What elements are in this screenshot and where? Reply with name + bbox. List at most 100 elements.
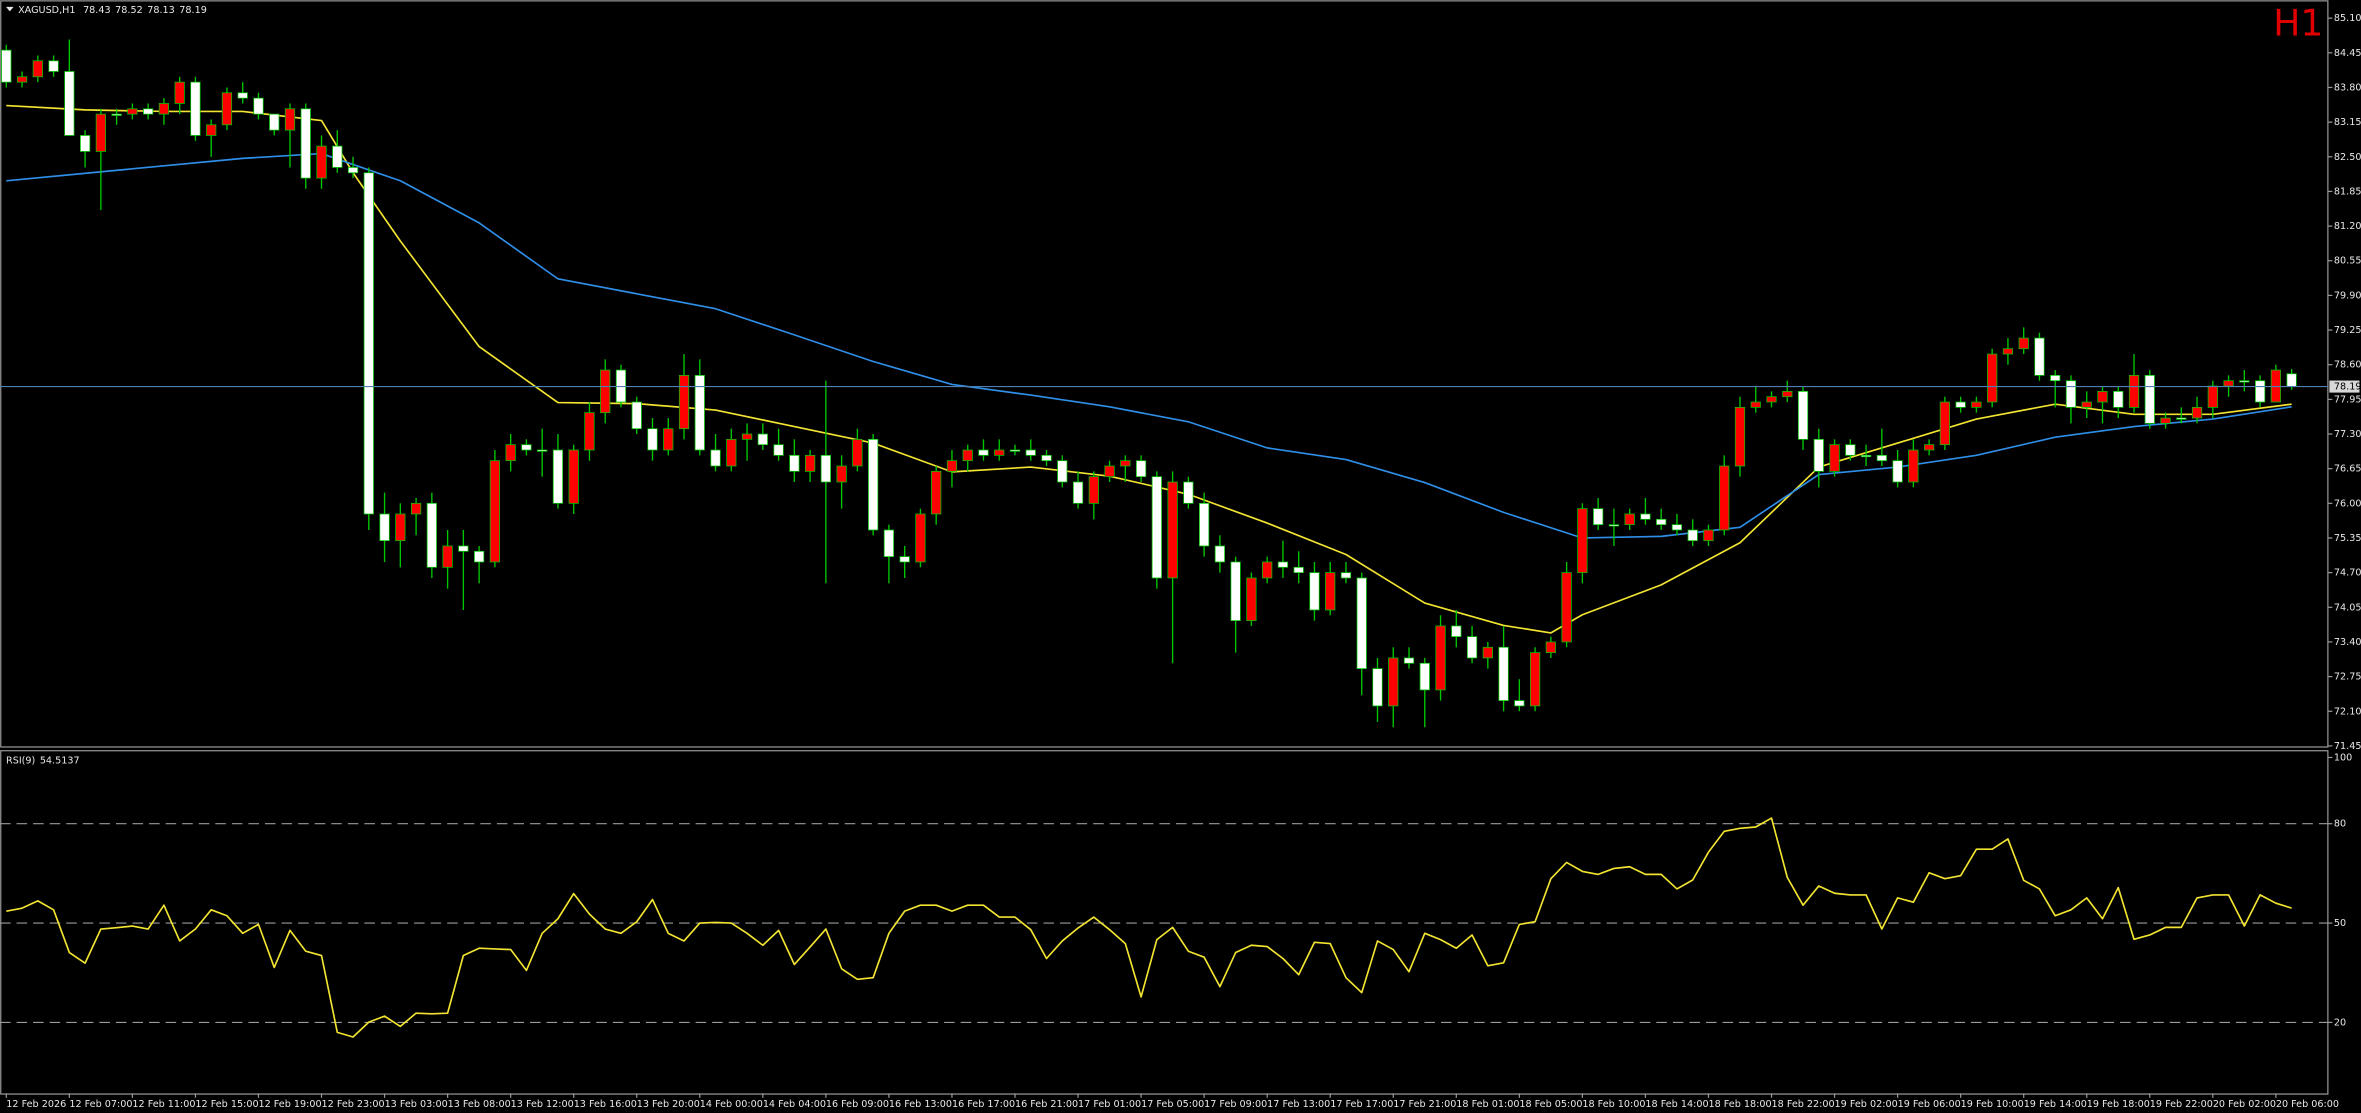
candle-body — [95, 113, 106, 152]
candle-body — [1782, 390, 1793, 398]
candle-body — [2239, 380, 2250, 383]
candle-body — [158, 103, 170, 115]
candle-body — [474, 550, 485, 563]
candle-body — [757, 433, 768, 446]
candle-body — [1340, 572, 1352, 579]
candle-body — [347, 167, 359, 174]
candle-body — [2034, 337, 2045, 376]
candle-body — [395, 513, 406, 542]
x-tick-label: 12 Feb 15:00 — [195, 1099, 258, 1110]
x-tick-label: 19 Feb 10:00 — [1961, 1099, 2024, 1110]
y-tick-label: 72.75 — [2334, 672, 2361, 683]
candle-body — [48, 60, 59, 72]
y-tick-label: 83.80 — [2334, 82, 2361, 93]
candle-body — [1498, 646, 1509, 701]
x-tick-label: 19 Feb 14:00 — [2024, 1099, 2087, 1110]
y-tick-label: 74.70 — [2334, 568, 2361, 579]
y-tick-label: 82.50 — [2334, 152, 2361, 163]
candle-body — [2286, 373, 2297, 387]
candle-body — [1277, 561, 1289, 568]
candle-body — [899, 556, 910, 563]
candle-body — [1860, 454, 1872, 458]
candle-body — [363, 172, 374, 515]
low-readout: 78.13 — [147, 5, 175, 16]
timeframe-label: H1 — [2273, 2, 2323, 45]
candle-body — [1797, 390, 1809, 440]
x-tick-label: 20 Feb 02:00 — [2213, 1099, 2276, 1110]
candle-body — [1120, 460, 1131, 467]
candle-body — [1167, 481, 1178, 579]
candle-body — [1987, 353, 1998, 403]
y-tick-label: 85.10 — [2334, 13, 2361, 24]
candle-body — [1403, 657, 1415, 664]
candle-body — [647, 428, 658, 451]
x-tick-label: 16 Feb 21:00 — [1015, 1099, 1078, 1110]
candle-body — [2002, 348, 2014, 355]
candle-body — [1435, 625, 1446, 691]
candle-body — [568, 449, 579, 504]
candle-body — [1766, 396, 1777, 403]
candle-body — [316, 145, 327, 179]
high-readout: 78.52 — [115, 5, 143, 16]
dropdown-icon[interactable] — [6, 6, 14, 12]
candle-body — [1356, 577, 1367, 669]
candle-body — [1072, 481, 1084, 504]
candle-body — [978, 449, 989, 456]
candle-body — [946, 460, 958, 472]
candle-body — [410, 502, 422, 515]
candle-body — [221, 92, 233, 126]
x-tick-label: 16 Feb 13:00 — [889, 1099, 952, 1110]
candle-body — [1656, 518, 1667, 526]
moving-average — [6, 104, 2292, 634]
candle-body — [1466, 636, 1478, 659]
candle-body — [868, 438, 879, 531]
candle-body — [2018, 337, 2029, 350]
x-tick-label: 13 Feb 08:00 — [448, 1099, 511, 1110]
price-panel-frame — [0, 0, 2329, 748]
x-tick-label: 13 Feb 16:00 — [574, 1099, 637, 1110]
symbol: XAGUSD,H1 — [18, 5, 75, 16]
y-tick-label: 79.90 — [2334, 290, 2361, 301]
y-tick-label: 74.05 — [2334, 602, 2361, 613]
chart-header: XAGUSD,H1 78.43 78.52 78.13 78.19 — [18, 5, 207, 16]
x-tick-label: 12 Feb 2026 — [6, 1099, 66, 1110]
candle-body — [915, 513, 926, 563]
x-tick-label: 12 Feb 07:00 — [69, 1099, 132, 1110]
candle-body — [1, 49, 12, 83]
candle-body — [1955, 401, 1966, 408]
candle-body — [678, 374, 690, 430]
candle-body — [2050, 374, 2061, 382]
candle-body — [1624, 513, 1635, 526]
x-tick-label: 13 Feb 20:00 — [637, 1099, 700, 1110]
candle-body — [2144, 374, 2155, 424]
candle-body — [2081, 401, 2092, 408]
candle-body — [1876, 454, 1887, 462]
candle-body — [1088, 476, 1099, 504]
open-readout: 78.43 — [83, 5, 111, 16]
x-tick-label: 17 Feb 01:00 — [1078, 1099, 1141, 1110]
candle-body — [1246, 577, 1257, 621]
rsi-name: RSI(9) — [6, 756, 35, 767]
rsi-panel-frame — [0, 750, 2329, 1095]
x-tick-label: 13 Feb 12:00 — [511, 1099, 574, 1110]
rsi-header: RSI(9) 54.5137 — [6, 756, 80, 767]
current-price-tag: 78.19 — [2334, 382, 2361, 393]
candle-body — [1262, 561, 1273, 579]
candle-body — [505, 444, 516, 462]
candle-body — [789, 454, 800, 472]
y-tick-label: 73.40 — [2334, 637, 2361, 648]
candle-body — [1640, 513, 1651, 520]
candle-body — [426, 502, 437, 568]
candle-body — [458, 545, 469, 552]
x-tick-label: 12 Feb 19:00 — [258, 1099, 321, 1110]
candle-body — [1293, 566, 1304, 574]
candle-body — [694, 374, 705, 451]
candle-body — [1325, 572, 1336, 611]
y-tick-label: 20 — [2334, 1017, 2346, 1028]
candle-body — [1104, 465, 1115, 478]
candle-body — [300, 108, 311, 179]
candle-body — [2065, 380, 2077, 408]
candle-body — [1372, 668, 1383, 707]
candle-body — [1719, 465, 1730, 531]
